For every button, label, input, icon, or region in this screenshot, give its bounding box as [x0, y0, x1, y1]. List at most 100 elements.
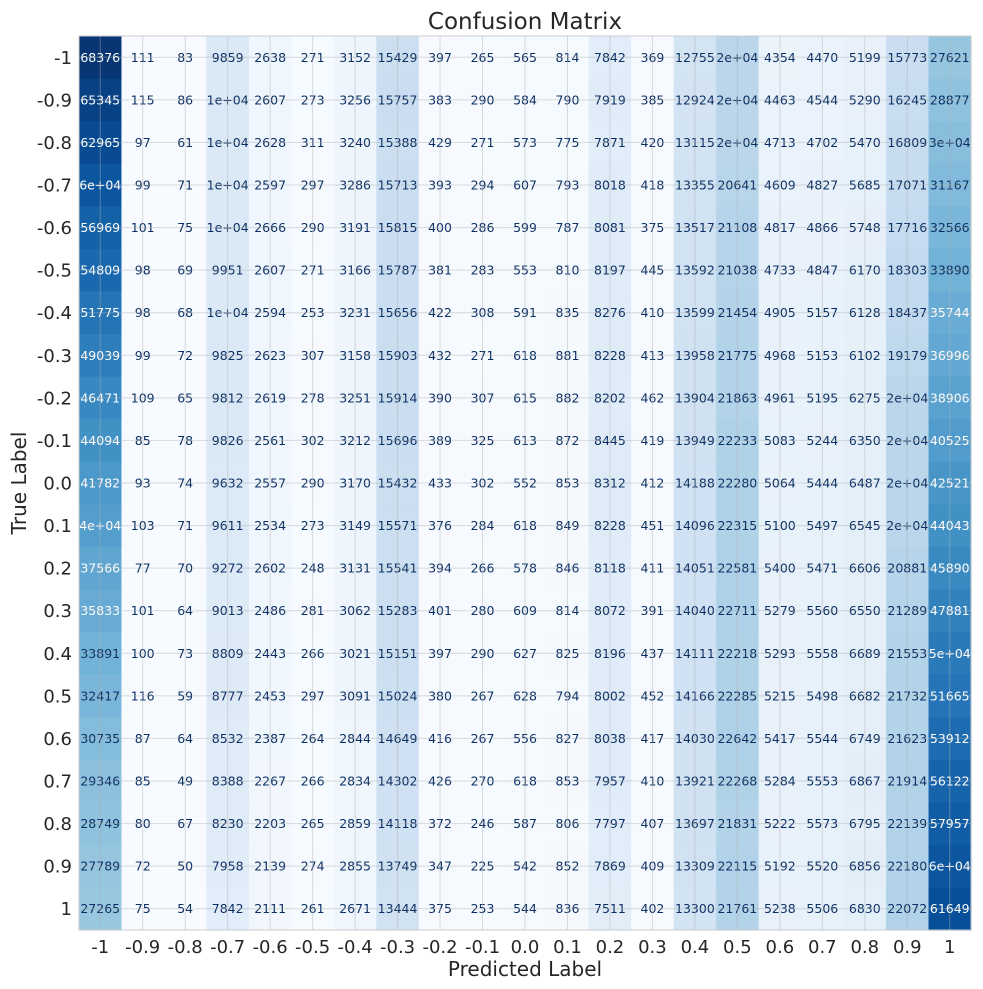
cell-value-label: 4e+04	[79, 518, 121, 533]
cell-value-label: 283	[471, 263, 495, 278]
heatmap-cell	[843, 78, 887, 122]
cell-value-label: 21553	[887, 646, 927, 661]
heatmap-cell	[886, 759, 930, 803]
heatmap-cell	[418, 759, 462, 803]
heatmap-cell	[79, 887, 123, 931]
heatmap-cell	[503, 504, 547, 548]
cell-value-label: 6487	[849, 476, 881, 491]
heatmap-cell	[461, 802, 505, 846]
cell-value-label: 13697	[675, 816, 715, 831]
cell-value-label: 8230	[212, 816, 244, 831]
cell-value-label: 14096	[675, 518, 715, 533]
cell-value-label: 6749	[849, 731, 881, 746]
heatmap-cell	[503, 206, 547, 250]
cell-value-label: 7871	[594, 135, 626, 150]
heatmap-cell	[291, 334, 335, 378]
x-tick-label: -0.5	[295, 937, 330, 958]
cell-value-label: 852	[556, 859, 580, 874]
y-tick-label: 0.2	[43, 559, 72, 580]
cell-value-label: 2623	[254, 348, 286, 363]
heatmap-cell	[333, 759, 377, 803]
heatmap-cell	[546, 717, 590, 761]
heatmap-cell	[886, 248, 930, 293]
cell-value-label: 271	[471, 135, 495, 150]
cell-value-label: 311	[301, 135, 325, 150]
x-tick-label: 0.9	[893, 937, 922, 958]
y-tick-label: -0.4	[37, 303, 72, 324]
cell-value-label: 18303	[887, 263, 927, 278]
cell-value-label: 872	[556, 433, 580, 448]
cell-value-label: 4827	[806, 178, 838, 193]
heatmap-cell	[546, 291, 590, 335]
heatmap-cell	[333, 717, 377, 761]
heatmap-cell	[801, 589, 845, 633]
heatmap-cell	[418, 589, 462, 633]
heatmap-cell	[418, 78, 462, 122]
heatmap-cell	[163, 802, 208, 846]
heatmap-cell	[631, 163, 675, 207]
heatmap-cell	[928, 461, 972, 505]
cell-value-label: 5748	[849, 220, 881, 235]
heatmap-cell	[248, 248, 292, 293]
heatmap-cell	[206, 802, 250, 846]
heatmap-cell	[588, 844, 632, 889]
heatmap-cell	[206, 376, 250, 420]
cell-value-label: 51775	[80, 305, 120, 320]
cell-value-label: 69	[177, 263, 193, 278]
cell-value-label: 14111	[675, 646, 715, 661]
heatmap-cell	[843, 36, 887, 80]
heatmap-cell	[206, 887, 250, 931]
heatmap-cell	[588, 632, 632, 676]
cell-value-label: 73	[177, 646, 193, 661]
heatmap-cell	[163, 334, 208, 378]
cell-value-label: 5238	[764, 901, 796, 916]
heatmap-cell	[503, 163, 547, 207]
heatmap-cell	[843, 674, 887, 718]
heatmap-cell	[376, 844, 420, 889]
cell-value-label: 412	[641, 476, 665, 491]
cell-value-label: 115	[131, 92, 155, 107]
heatmap-cell	[206, 461, 250, 505]
heatmap-cell	[121, 248, 165, 293]
heatmap-cell	[206, 419, 250, 463]
cell-value-label: 542	[513, 859, 537, 874]
cell-value-label: 3231	[339, 305, 371, 320]
heatmap-cell	[248, 717, 292, 761]
cell-value-label: 15914	[378, 390, 418, 405]
cell-value-label: 75	[177, 220, 193, 235]
heatmap-cells: 6837611183985926382713152154293972655658…	[79, 36, 972, 931]
cell-value-label: 6867	[849, 774, 881, 789]
heatmap-cell	[588, 206, 632, 250]
cell-value-label: 248	[301, 561, 325, 576]
heatmap-cell	[291, 844, 335, 889]
heatmap-cell	[503, 717, 547, 761]
cell-value-label: 4713	[764, 135, 796, 150]
cell-value-label: 74	[177, 476, 193, 491]
heatmap-cell	[716, 206, 760, 250]
heatmap-cell	[333, 419, 377, 463]
cell-value-label: 4463	[764, 92, 796, 107]
cell-value-label: 71	[177, 518, 193, 533]
heatmap-cell	[546, 504, 590, 548]
heatmap-cell	[248, 887, 292, 931]
heatmap-cell	[248, 291, 292, 335]
cell-value-label: 22315	[717, 518, 757, 533]
cell-value-label: 372	[428, 816, 452, 831]
cell-value-label: 9812	[212, 390, 244, 405]
cell-value-label: 827	[556, 731, 580, 746]
cell-value-label: 264	[301, 731, 325, 746]
cell-value-label: 21732	[887, 688, 927, 703]
cell-value-label: 286	[471, 220, 495, 235]
heatmap-cell	[79, 121, 123, 165]
heatmap-cell	[206, 546, 250, 591]
cell-value-label: 393	[428, 178, 452, 193]
cell-value-label: 347	[428, 859, 452, 874]
heatmap-cell	[291, 674, 335, 718]
heatmap-cell	[121, 78, 165, 122]
heatmap-cell	[163, 206, 208, 250]
heatmap-cell	[801, 248, 845, 293]
cell-value-label: 270	[471, 774, 495, 789]
heatmap-cell	[291, 717, 335, 761]
heatmap-cell	[79, 589, 123, 633]
cell-value-label: 22285	[717, 688, 757, 703]
